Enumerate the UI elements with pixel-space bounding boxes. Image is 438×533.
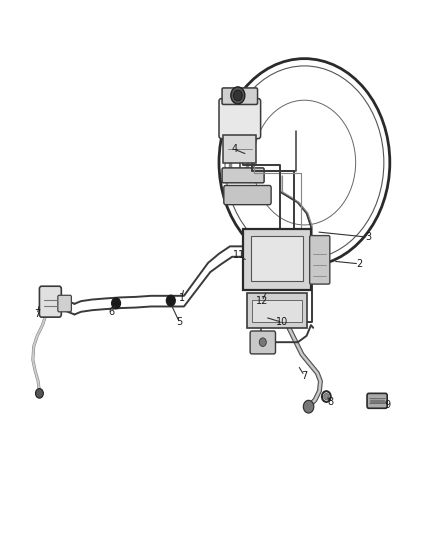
FancyBboxPatch shape (251, 236, 303, 281)
Text: 10: 10 (276, 318, 289, 327)
FancyBboxPatch shape (219, 99, 261, 139)
Text: 5: 5 (177, 318, 183, 327)
FancyBboxPatch shape (58, 295, 71, 312)
Circle shape (231, 87, 245, 104)
Circle shape (35, 389, 43, 398)
Text: 9: 9 (385, 400, 391, 410)
FancyBboxPatch shape (224, 185, 271, 205)
Circle shape (166, 295, 175, 306)
Text: 11: 11 (233, 250, 245, 260)
Text: 3: 3 (365, 232, 371, 242)
Circle shape (233, 90, 242, 101)
FancyBboxPatch shape (310, 236, 330, 284)
FancyBboxPatch shape (250, 331, 276, 354)
FancyBboxPatch shape (39, 286, 61, 317)
FancyBboxPatch shape (243, 229, 311, 290)
Circle shape (112, 298, 120, 309)
FancyBboxPatch shape (223, 135, 256, 163)
Text: 4: 4 (231, 144, 237, 154)
FancyBboxPatch shape (222, 88, 258, 104)
Text: 7: 7 (34, 310, 40, 319)
FancyBboxPatch shape (252, 300, 302, 322)
Text: 7: 7 (301, 371, 307, 381)
FancyBboxPatch shape (367, 393, 387, 408)
Text: 12: 12 (256, 296, 268, 306)
Text: 1: 1 (179, 294, 185, 303)
Text: 8: 8 (328, 398, 334, 407)
Circle shape (304, 400, 314, 413)
Circle shape (259, 338, 266, 346)
Circle shape (324, 393, 329, 400)
Text: 2: 2 (356, 259, 362, 269)
FancyBboxPatch shape (222, 168, 264, 183)
Text: 6: 6 (109, 307, 115, 317)
FancyBboxPatch shape (247, 293, 307, 328)
